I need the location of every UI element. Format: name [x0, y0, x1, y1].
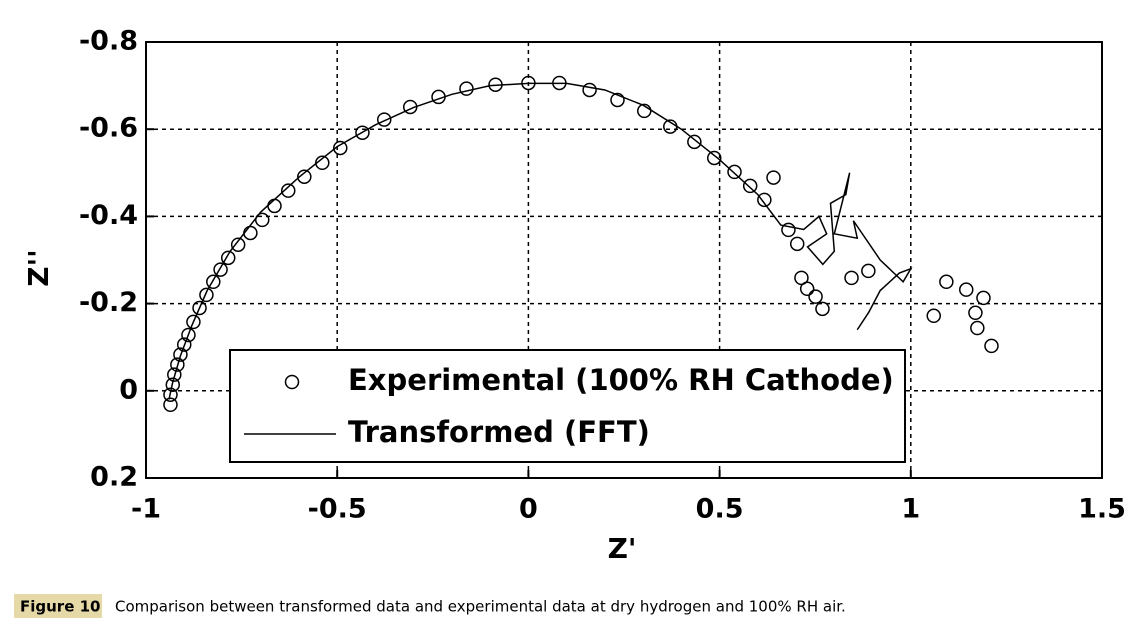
data-point [610, 92, 625, 108]
y-tick-label: 0 [119, 374, 138, 405]
y-tick-label: -0.2 [79, 287, 138, 318]
data-point [789, 236, 805, 252]
data-point [186, 314, 201, 330]
data-point [267, 198, 282, 214]
data-point [243, 225, 258, 241]
data-point [199, 287, 214, 303]
data-point [181, 327, 196, 343]
data-point [984, 338, 999, 354]
data-point [844, 270, 859, 286]
data-point [757, 192, 772, 208]
data-point [958, 282, 974, 297]
data-point [376, 112, 392, 127]
data-point [742, 178, 758, 194]
data-point [582, 82, 597, 98]
data-point [706, 150, 722, 166]
data-point [459, 81, 474, 96]
x-tick-label: -0.5 [308, 494, 367, 525]
data-line [168, 82, 913, 400]
data-point [165, 377, 181, 392]
legend-box [229, 349, 906, 463]
data-point [213, 262, 228, 277]
data-point [220, 250, 236, 266]
data-point [333, 140, 348, 156]
data-point [926, 308, 941, 324]
data-point [254, 212, 270, 228]
data-point [297, 169, 312, 184]
data-point [176, 337, 192, 352]
data-point [173, 347, 188, 362]
data-point [976, 290, 991, 306]
figure-label-bg [14, 594, 102, 618]
data-point [781, 222, 796, 238]
x-tick-label: 0.5 [696, 494, 744, 525]
data-point [808, 289, 823, 304]
data-point [939, 274, 954, 290]
y-tick-label: -0.8 [79, 26, 138, 57]
x-tick-label: 1.5 [1078, 494, 1126, 525]
data-point [687, 134, 702, 150]
data-point [170, 357, 185, 372]
data-point [206, 274, 221, 290]
data-point [192, 300, 207, 316]
x-tick-label: 0 [519, 494, 538, 525]
data-point [230, 237, 246, 252]
legend-label: Transformed (FFT) [348, 415, 650, 449]
figure-label: Figure 10 [20, 598, 100, 616]
data-point [970, 320, 985, 336]
y-tick-label: -0.6 [79, 113, 138, 144]
x-tick-label: 1 [901, 494, 920, 525]
y-tick-label: 0.2 [90, 462, 138, 493]
data-point [968, 305, 983, 321]
data-point [163, 387, 178, 402]
data-point [815, 301, 830, 317]
legend-label: Experimental (100% RH Cathode) [348, 363, 894, 397]
figure-caption: Comparison between transformed data and … [115, 598, 846, 616]
data-point [167, 367, 182, 382]
data-point [281, 183, 296, 198]
y-tick-label: -0.4 [79, 200, 138, 231]
data-point [861, 263, 876, 279]
data-point [799, 281, 815, 297]
y-axis-label: Z'' [22, 249, 55, 286]
x-axis-label: Z' [608, 532, 637, 565]
x-tick-label: -1 [131, 494, 161, 525]
data-point [163, 397, 178, 413]
data-point [766, 170, 781, 185]
data-point [727, 164, 742, 180]
data-point [355, 125, 370, 140]
legend-marker [284, 374, 300, 390]
